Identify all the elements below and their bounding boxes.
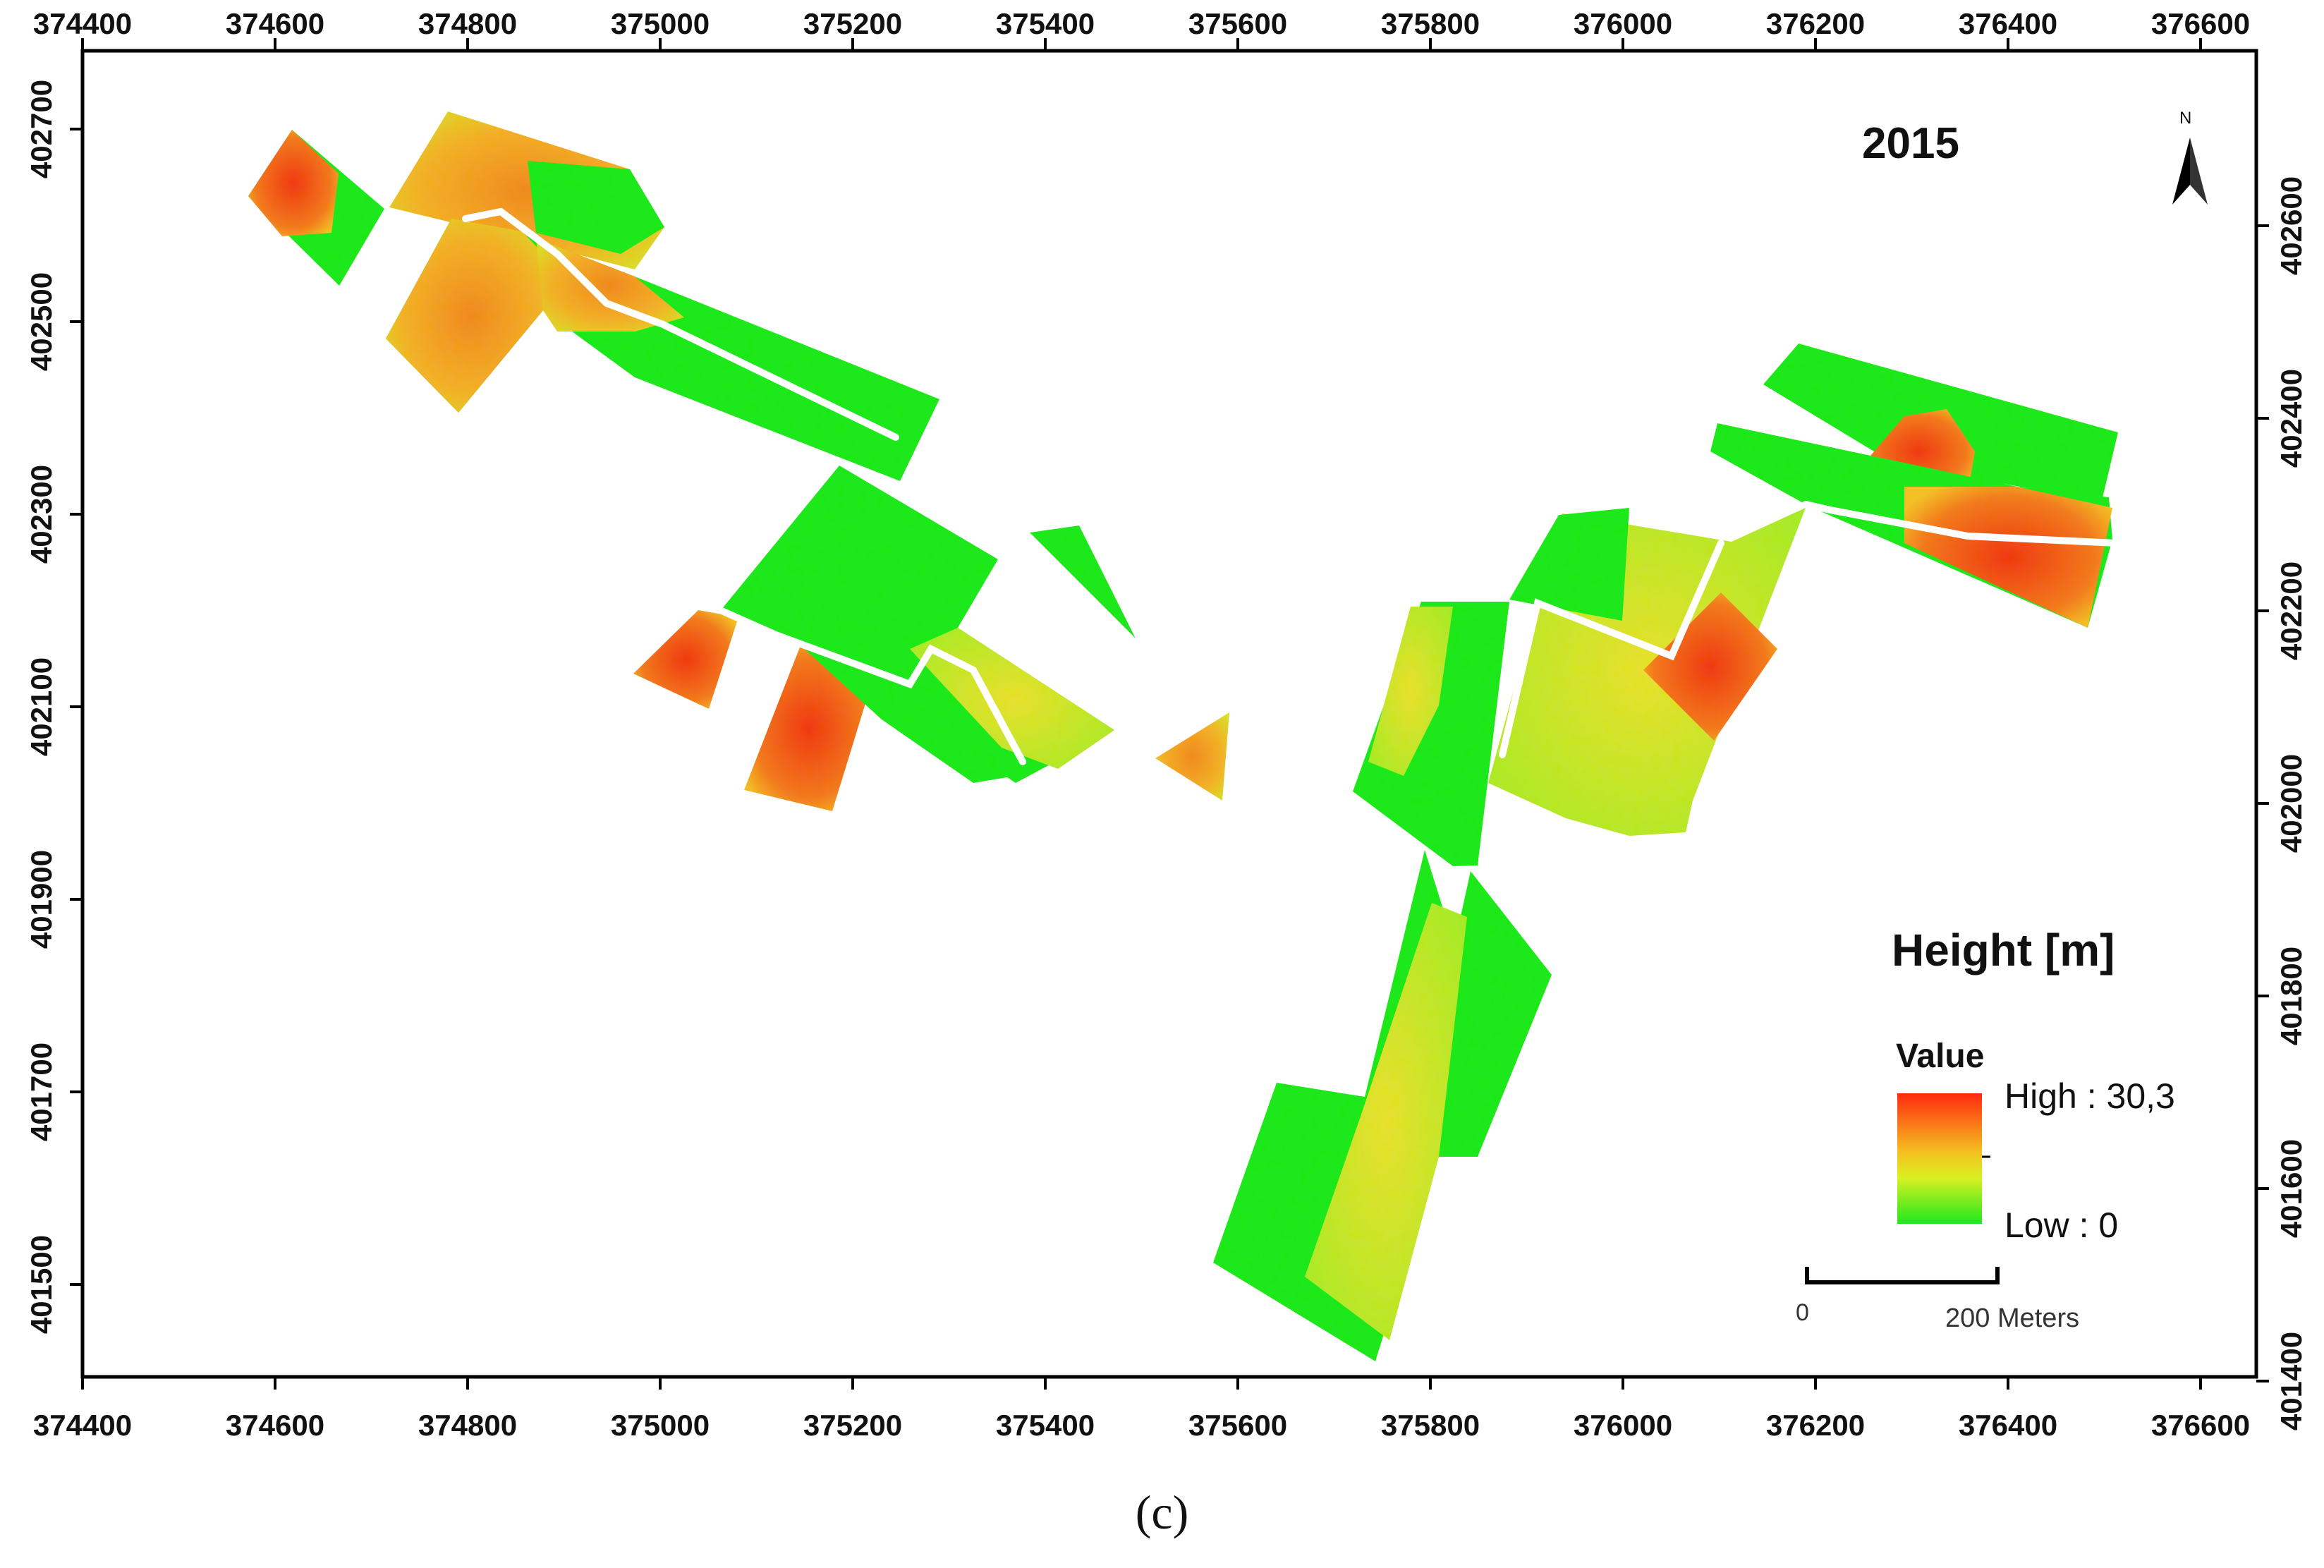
field-parcel: [528, 161, 664, 254]
field-parcel: [386, 219, 557, 413]
y-tick-label-right: 401600: [2275, 1139, 2308, 1238]
field-parcel: [801, 645, 1016, 783]
field-parcels: [248, 111, 2118, 1361]
field-parcel: [1509, 508, 1629, 621]
x-tick-label-top: 374600: [226, 7, 324, 40]
x-tick-label-bottom: 375800: [1381, 1409, 1480, 1442]
field-parcel: [1155, 712, 1229, 801]
roads: [462, 207, 2119, 765]
field-parcel: [536, 238, 684, 332]
y-tick-label-right: 402600: [2275, 176, 2308, 275]
y-tick-label-left: 402300: [25, 465, 58, 564]
road-line: [1499, 540, 1724, 758]
scale-bar: [1805, 1267, 2000, 1284]
x-tick-label-top: 376600: [2151, 7, 2250, 40]
x-tick-label-bottom: 376200: [1766, 1409, 1865, 1442]
legend-low-label: Low : 0: [2004, 1205, 2119, 1245]
legend-title: Height [m]: [1892, 925, 2115, 976]
map-frame: [80, 49, 2258, 1379]
y-tick-label-left: 402700: [25, 80, 58, 178]
x-tick-label-top: 376200: [1766, 7, 1865, 40]
x-tick-label-bottom: 375200: [803, 1409, 902, 1442]
y-tick-label-left: 402500: [25, 272, 58, 371]
x-tick-label-bottom: 376400: [1959, 1409, 2057, 1442]
field-parcel: [248, 130, 339, 236]
north-arrow-icon: [2172, 138, 2208, 205]
field-parcel: [1643, 592, 1777, 741]
x-tick-label-bottom: 375600: [1188, 1409, 1287, 1442]
x-tick-label-bottom: 374400: [33, 1409, 132, 1442]
x-tick-label-bottom: 375000: [611, 1409, 710, 1442]
field-parcel: [744, 645, 875, 811]
y-tick-label-left: 401900: [25, 850, 58, 949]
y-tick-label-left: 402100: [25, 657, 58, 756]
year-label: 2015: [1862, 119, 1959, 168]
x-tick-label-top: 374400: [33, 7, 132, 40]
field-parcel: [633, 610, 738, 709]
legend-color-ramp: [1897, 1093, 1982, 1224]
x-tick-label-top: 375400: [996, 7, 1095, 40]
y-tick-label-right: 402400: [2275, 369, 2308, 468]
north-label: N: [2179, 109, 2192, 128]
y-tick-label-right: 401400: [2275, 1332, 2308, 1430]
y-tick-marks: [70, 128, 2269, 1382]
x-tick-marks: [81, 38, 2202, 1390]
x-tick-label-top: 375800: [1381, 7, 1480, 40]
road-line: [462, 207, 899, 441]
x-tick-label-bottom: 376000: [1574, 1409, 1672, 1442]
x-tick-label-bottom: 374600: [226, 1409, 324, 1442]
x-tick-label-top: 375200: [803, 7, 902, 40]
field-parcel: [1030, 525, 1136, 638]
scale-bar-end-label: 200 Meters: [1945, 1303, 2080, 1333]
x-tick-label-top: 375600: [1188, 7, 1287, 40]
road-line: [1802, 501, 2119, 547]
field-parcel: [1353, 602, 1509, 866]
y-tick-label-left: 401500: [25, 1235, 58, 1334]
panel-caption: (c): [1135, 1485, 1189, 1539]
x-tick-label-top: 374800: [418, 7, 517, 40]
field-parcel: [1305, 903, 1467, 1340]
y-tick-label-right: 401800: [2275, 947, 2308, 1045]
x-tick-label-top: 376400: [1959, 7, 2057, 40]
road-line: [709, 603, 1026, 765]
y-tick-label-left: 401700: [25, 1043, 58, 1141]
x-tick-label-bottom: 375400: [996, 1409, 1095, 1442]
field-parcel: [1904, 487, 2112, 628]
legend-value-label: Value: [1896, 1038, 1985, 1075]
y-tick-label-right: 402000: [2275, 754, 2308, 853]
y-tick-label-right: 402200: [2275, 561, 2308, 660]
scale-bar-zero-label: 0: [1796, 1299, 1809, 1326]
x-tick-label-top: 375000: [611, 7, 710, 40]
field-parcel: [1368, 607, 1453, 776]
legend-high-label: High : 30,3: [2004, 1076, 2175, 1116]
x-tick-label-top: 376000: [1574, 7, 1672, 40]
x-tick-label-bottom: 374800: [418, 1409, 517, 1442]
x-tick-label-bottom: 376600: [2151, 1409, 2250, 1442]
